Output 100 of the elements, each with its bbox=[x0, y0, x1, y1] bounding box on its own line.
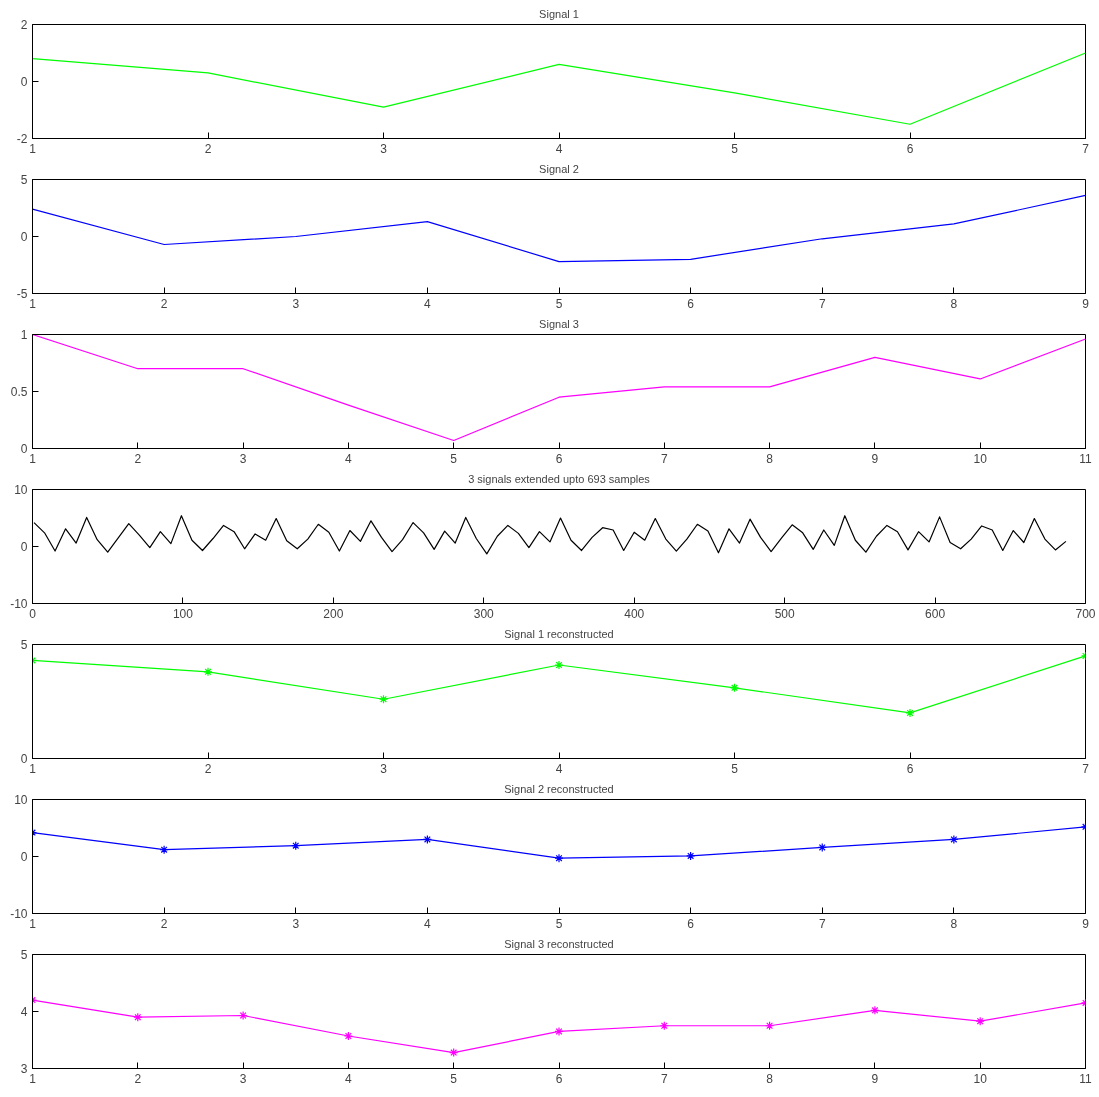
line-series bbox=[32, 52, 1086, 125]
x-tick-label: 5 bbox=[450, 1071, 458, 1086]
point bbox=[765, 1021, 775, 1031]
y-tick-label: 0 bbox=[20, 230, 28, 244]
x-tick-label: 6 bbox=[906, 141, 914, 156]
x-tick-label: 600 bbox=[925, 606, 946, 621]
x-tick-label: 7 bbox=[818, 916, 826, 931]
y-tick-label: 2 bbox=[20, 18, 28, 32]
point bbox=[203, 667, 213, 677]
y-tick-label: -5 bbox=[16, 287, 28, 301]
x-tick-label: 3 bbox=[380, 761, 388, 776]
x-tick-label: 4 bbox=[345, 1071, 353, 1086]
x-tick-label: 9 bbox=[871, 451, 879, 466]
point bbox=[949, 834, 959, 844]
x-tick-label: 8 bbox=[766, 451, 774, 466]
point bbox=[449, 1047, 459, 1058]
y-tick-label: 10 bbox=[14, 483, 28, 497]
y-tick-label: 10 bbox=[14, 793, 28, 807]
point bbox=[238, 1010, 248, 1021]
x-tick-label: 4 bbox=[424, 916, 432, 931]
y-tick-label: 4 bbox=[20, 1005, 28, 1019]
point bbox=[343, 1031, 353, 1041]
point bbox=[817, 842, 827, 852]
point bbox=[422, 834, 432, 844]
x-tick-label: 8 bbox=[950, 916, 958, 931]
x-tick-label: 2 bbox=[204, 761, 212, 776]
y-tick-label: 0 bbox=[20, 75, 28, 89]
x-tick-label: 5 bbox=[450, 451, 458, 466]
chart-title: Signal 3 bbox=[539, 317, 579, 330]
x-tick-label: 6 bbox=[687, 916, 695, 931]
y-tick-label: -2 bbox=[16, 132, 28, 146]
x-tick-label: 7 bbox=[1082, 141, 1090, 156]
x-tick-label: 300 bbox=[473, 606, 495, 621]
chart-title: Signal 1 reconstructed bbox=[504, 627, 614, 640]
x-tick-label: 4 bbox=[555, 761, 563, 776]
x-tick-label: 2 bbox=[204, 141, 212, 156]
x-tick-label: 7 bbox=[660, 451, 668, 466]
point bbox=[686, 851, 696, 861]
point bbox=[554, 853, 564, 863]
point bbox=[554, 660, 564, 670]
x-tick-label: 11 bbox=[1079, 1071, 1093, 1086]
x-tick-label: 9 bbox=[1082, 916, 1090, 931]
y-tick-label: 0 bbox=[20, 850, 28, 864]
x-tick-label: 3 bbox=[239, 451, 247, 466]
x-tick-label: 3 bbox=[380, 141, 388, 156]
y-tick-label: 3 bbox=[20, 1062, 28, 1076]
x-tick-label: 5 bbox=[555, 296, 563, 311]
x-tick-label: 7 bbox=[1082, 761, 1090, 776]
line-series bbox=[32, 194, 1086, 263]
x-tick-label: 2 bbox=[160, 296, 168, 311]
y-tick-label: 0 bbox=[20, 540, 28, 554]
chart-title: Signal 3 reconstructed bbox=[504, 937, 614, 950]
x-tick-label: 500 bbox=[774, 606, 795, 621]
point bbox=[291, 841, 301, 851]
point bbox=[905, 708, 915, 718]
y-tick-label: -10 bbox=[10, 597, 28, 611]
point bbox=[159, 845, 169, 855]
y-tick-label: 5 bbox=[20, 638, 28, 652]
chart-title: Signal 1 bbox=[539, 7, 579, 20]
x-tick-label: 5 bbox=[555, 916, 563, 931]
x-tick-label: 200 bbox=[323, 606, 344, 621]
y-tick-label: 5 bbox=[20, 173, 28, 187]
x-tick-label: 6 bbox=[555, 1071, 563, 1086]
point bbox=[378, 694, 389, 704]
y-tick-label: 5 bbox=[20, 948, 28, 962]
y-tick-label: -10 bbox=[10, 907, 28, 921]
x-tick-label: 3 bbox=[239, 1071, 247, 1086]
point bbox=[554, 1026, 564, 1037]
x-tick-label: 11 bbox=[1079, 451, 1093, 466]
x-tick-label: 400 bbox=[624, 606, 645, 621]
x-tick-label: 4 bbox=[424, 296, 432, 311]
x-tick-label: 8 bbox=[766, 1071, 774, 1086]
x-tick-label: 8 bbox=[950, 296, 958, 311]
point bbox=[133, 1012, 143, 1022]
x-tick-label: 5 bbox=[731, 141, 739, 156]
x-tick-label: 6 bbox=[687, 296, 695, 311]
x-tick-label: 2 bbox=[160, 916, 168, 931]
x-tick-label: 9 bbox=[871, 1071, 879, 1086]
point bbox=[975, 1016, 985, 1026]
point bbox=[729, 683, 740, 693]
line-series bbox=[32, 334, 1086, 442]
x-tick-label: 100 bbox=[172, 606, 194, 621]
chart-title: 3 signals extended upto 693 samples bbox=[468, 472, 651, 485]
point bbox=[659, 1021, 669, 1031]
x-tick-label: 6 bbox=[555, 451, 563, 466]
x-tick-label: 6 bbox=[906, 761, 914, 776]
x-tick-label: 700 bbox=[1075, 606, 1096, 621]
x-tick-label: 4 bbox=[555, 141, 563, 156]
y-tick-label: 1 bbox=[20, 328, 28, 342]
x-tick-label: 9 bbox=[1082, 296, 1090, 311]
x-tick-label: 7 bbox=[818, 296, 826, 311]
x-tick-label: 4 bbox=[345, 451, 353, 466]
line-series bbox=[33, 515, 1067, 555]
chart-title: Signal 2 bbox=[539, 162, 579, 175]
x-tick-label: 3 bbox=[292, 296, 300, 311]
x-tick-label: 3 bbox=[292, 916, 300, 931]
y-tick-label: 0 bbox=[20, 442, 28, 456]
y-tick-label: 0.5 bbox=[10, 385, 28, 399]
chart-title: Signal 2 reconstructed bbox=[504, 782, 614, 795]
x-tick-label: 10 bbox=[973, 1071, 988, 1086]
